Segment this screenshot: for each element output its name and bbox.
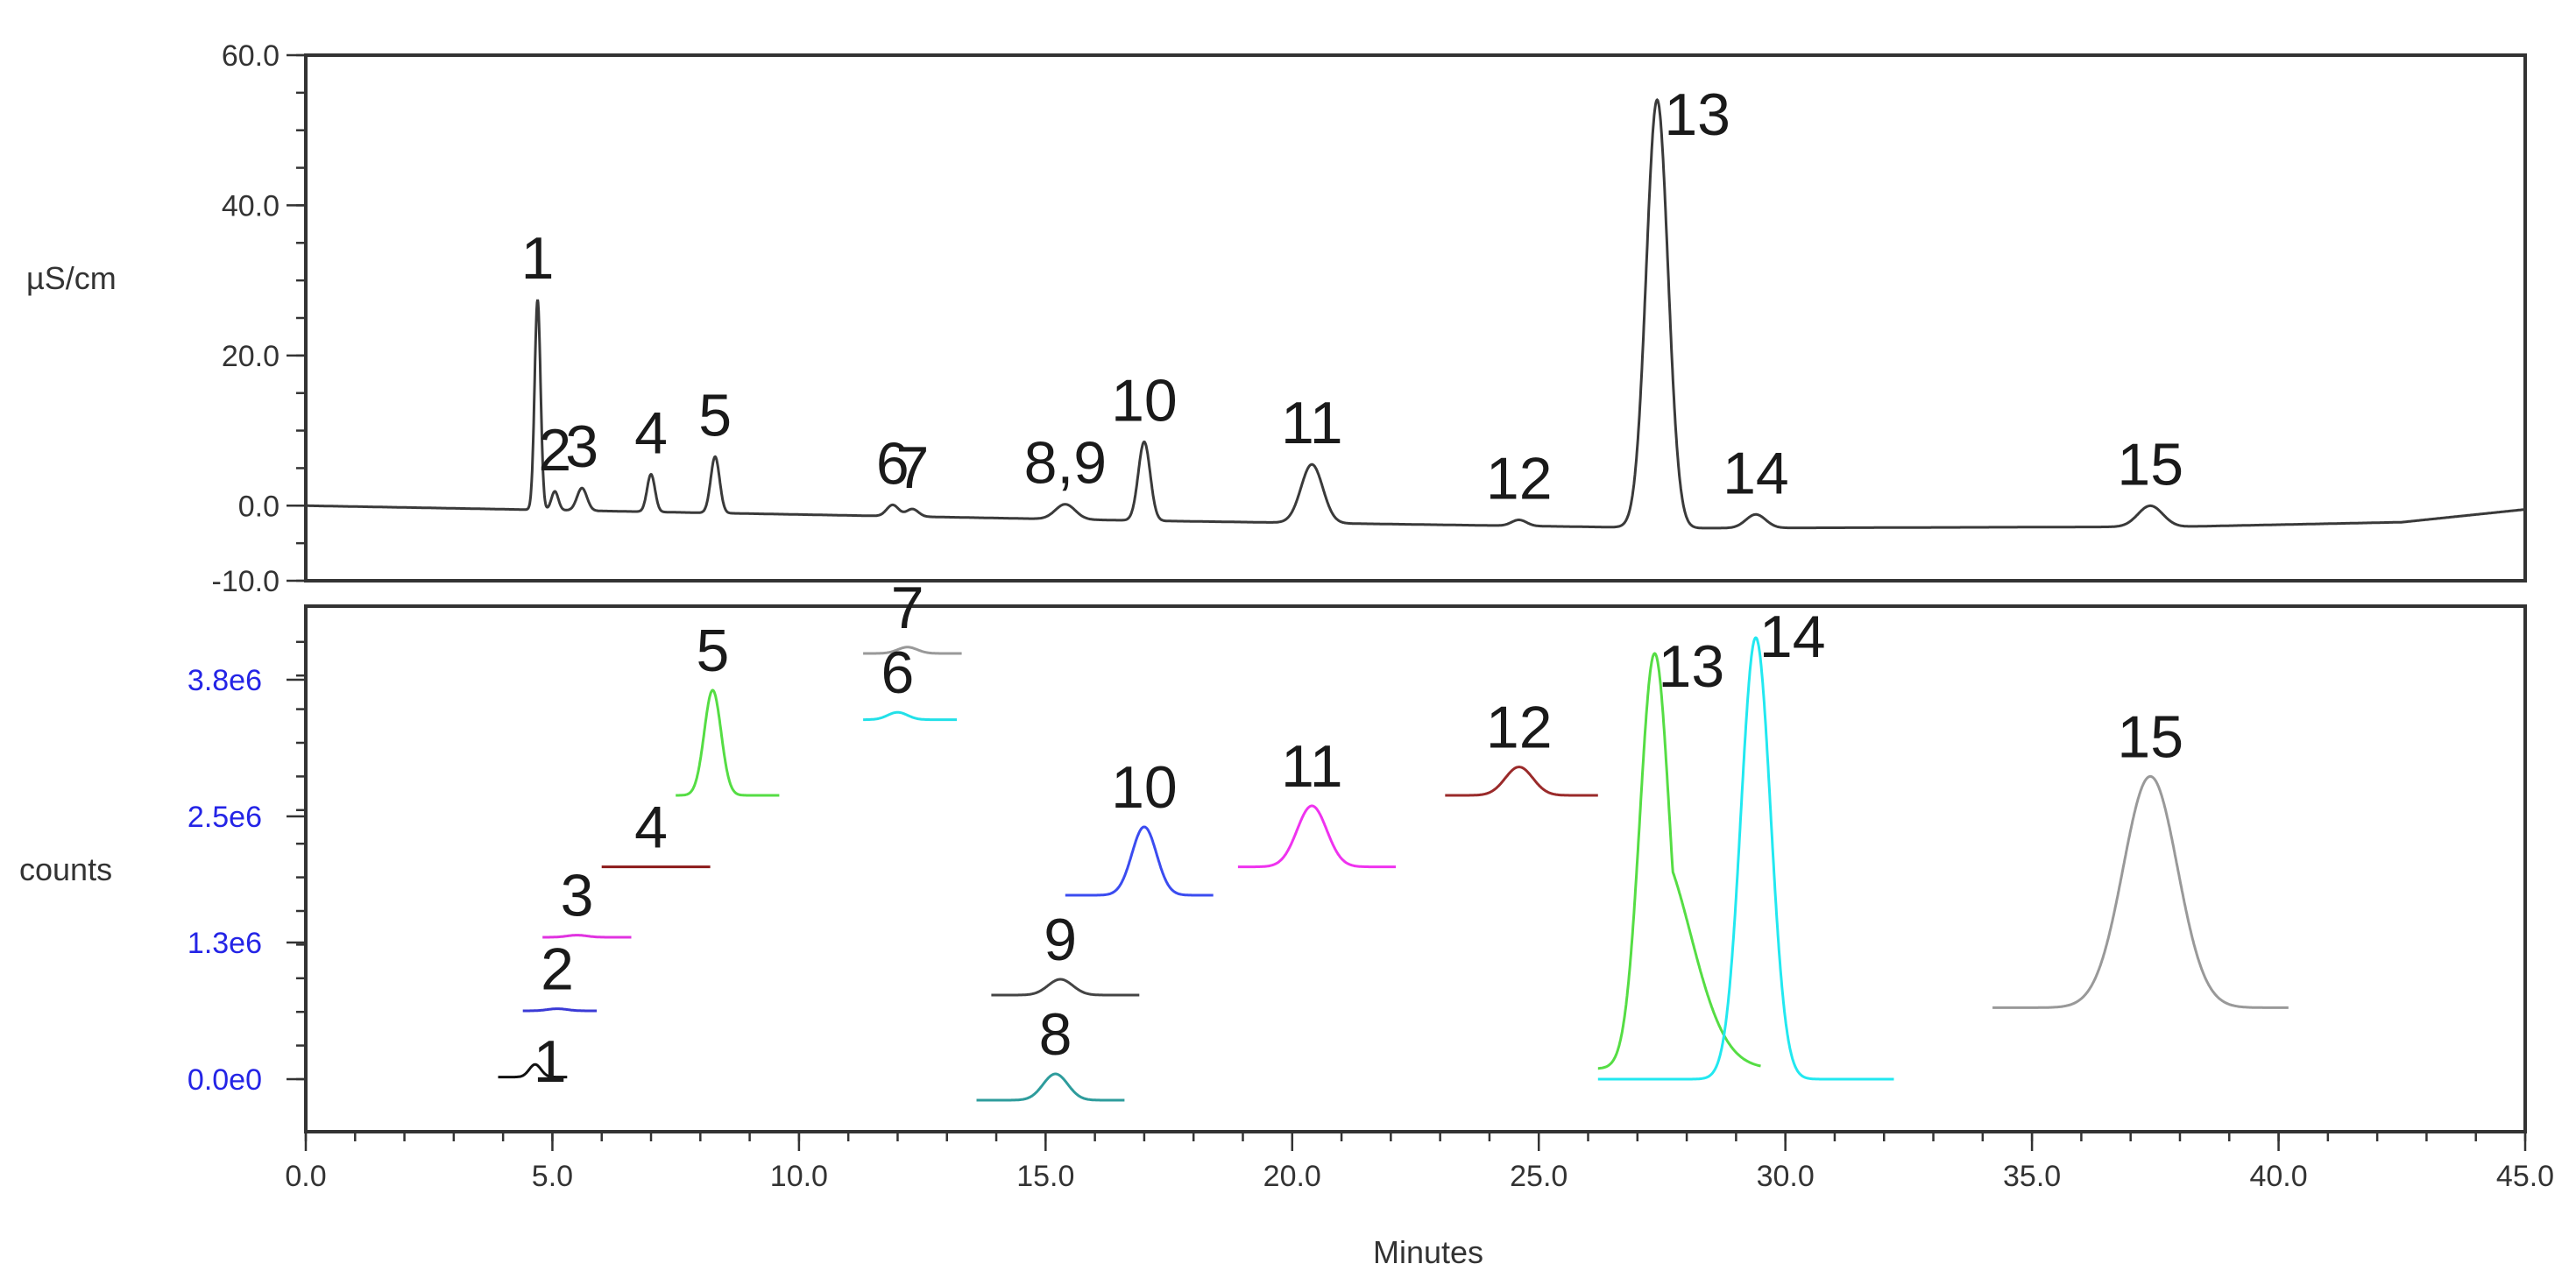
bottom-y-tick-label: 3.8e6 (188, 664, 262, 697)
bottom-peak-label: 4 (634, 794, 668, 861)
bottom-trace-10 (1065, 825, 1214, 897)
bottom-trace-9 (991, 978, 1140, 997)
bottom-trace-15 (1992, 774, 2289, 1009)
top-y-tick-label: -10.0 (212, 565, 280, 598)
bottom-peak-label: 7 (891, 575, 924, 641)
bottom-trace-6 (863, 710, 957, 722)
bottom-peak-label: 14 (1759, 604, 1826, 670)
bottom-y-axis-title: counts (19, 851, 112, 887)
bottom-panel-frame (304, 604, 2527, 1133)
bottom-series-group (498, 636, 2289, 1102)
top-peak-label: 4 (634, 399, 668, 466)
top-peak-label: 8,9 (1024, 430, 1108, 497)
bottom-y-tick-label: 0.0e0 (188, 1063, 262, 1097)
x-tick-label: 35.0 (2003, 1160, 2061, 1193)
x-tick-label: 40.0 (2249, 1160, 2307, 1193)
top-conductivity-trace (306, 97, 2525, 530)
bottom-peak-label: 13 (1659, 633, 1725, 700)
bottom-trace-7 (863, 646, 962, 655)
top-peak-label: 11 (1281, 390, 1343, 456)
bottom-peak-label: 15 (2117, 703, 2183, 770)
bottom-trace-11 (1237, 804, 1396, 869)
top-y-tick-label: 60.0 (222, 39, 280, 73)
x-tick-label: 25.0 (1510, 1160, 1568, 1193)
bottom-peak-label: 5 (696, 618, 729, 684)
top-peak-label: 13 (1664, 81, 1730, 148)
bottom-peak-label: 2 (541, 936, 574, 1003)
x-axis: 0.0 5.0 10.0 15.0 20.0 25.0 30.0 35.0 40.0 45.0 (285, 1132, 2554, 1193)
top-peak-label: 1 (521, 225, 555, 292)
top-y-tick-label: 0.0 (238, 490, 280, 523)
bottom-peak-label: 9 (1044, 907, 1077, 973)
x-tick-label: 15.0 (1016, 1160, 1074, 1193)
bottom-peak-label: 12 (1486, 695, 1553, 761)
top-peak-label: 7 (895, 434, 929, 501)
bottom-trace-5 (676, 688, 780, 797)
top-panel-frame (304, 53, 2527, 583)
bottom-trace-12 (1445, 766, 1598, 797)
top-peak-label: 12 (1486, 445, 1553, 512)
bottom-trace-13 (1597, 652, 1761, 1070)
x-tick-label: 5.0 (532, 1160, 573, 1193)
top-peak-label: 3 (565, 413, 598, 480)
x-tick-label: 0.0 (285, 1160, 326, 1193)
top-peak-label: 14 (1723, 440, 1789, 506)
top-panel: µS/cm 60.040.020.00.0-10.0 123 4 567 8,910 1… (26, 39, 2527, 598)
bottom-trace-8 (976, 1072, 1125, 1102)
bottom-peak-label: 11 (1281, 733, 1343, 800)
top-peak-label: 10 (1111, 367, 1178, 434)
top-y-tick-label: 40.0 (222, 189, 280, 222)
bottom-y-tick-label: 1.3e6 (188, 927, 262, 960)
bottom-y-axis: 3.8e6 2.5e6 1.3e6 0.0e0 (188, 640, 306, 1097)
bottom-peak-label: 6 (881, 639, 915, 706)
bottom-trace-14 (1597, 636, 1894, 1081)
x-tick-label: 45.0 (2496, 1160, 2554, 1193)
top-peak-label: 5 (698, 382, 732, 448)
top-peak-label: 15 (2117, 431, 2183, 498)
x-tick-label: 10.0 (770, 1160, 828, 1193)
top-y-tick-label: 20.0 (222, 340, 280, 373)
bottom-peak-label: 1 (534, 1028, 567, 1095)
top-peak-label: 2 (538, 417, 571, 484)
top-y-axis: 60.0 40.0 20.0 0.0 -10.0 (212, 39, 306, 598)
top-peak-label: 6 (876, 430, 909, 497)
top-y-axis-title: µS/cm (26, 260, 117, 296)
x-axis-title: Minutes (1373, 1234, 1483, 1270)
bottom-peak-label: 10 (1111, 754, 1178, 821)
bottom-y-tick-label: 2.5e6 (188, 801, 262, 834)
x-tick-label: 30.0 (1757, 1160, 1815, 1193)
bottom-trace-1 (498, 1063, 568, 1079)
top-series-group (306, 97, 2525, 530)
bottom-trace-2 (522, 1007, 598, 1013)
bottom-peak-label: 8 (1039, 1001, 1072, 1068)
x-tick-label: 20.0 (1263, 1160, 1321, 1193)
bottom-peak-label: 3 (561, 863, 594, 929)
bottom-trace-3 (542, 934, 632, 939)
